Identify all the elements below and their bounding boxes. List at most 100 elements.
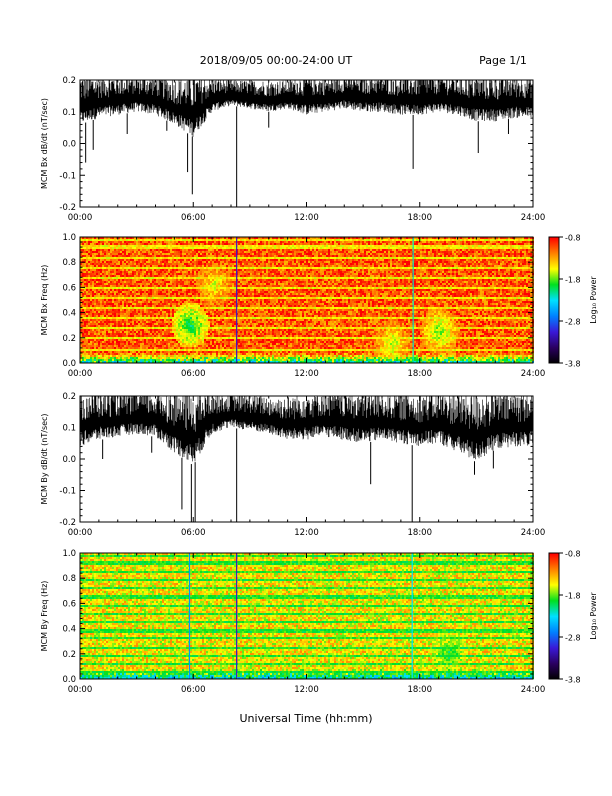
spectrogram-cell [124,243,126,245]
spectrogram-cell [280,241,282,243]
spectrogram-cell [264,247,266,249]
x-tick-label: 24:00 [521,213,546,223]
spectrogram-cell [194,241,196,243]
spectrogram-cell [428,243,430,245]
spectrogram-cell [458,245,460,247]
spectrogram-cell [314,239,316,241]
spectrogram-cell [270,239,272,241]
spectrogram-cell [380,243,382,245]
spectrogram-cell [204,239,206,241]
spectrogram-cell [110,239,112,241]
spectrogram-cell [426,247,428,249]
spectrogram-cell [146,249,148,251]
spectrogram-cell [442,247,444,249]
spectrogram-cell [402,245,404,247]
spectrogram-cell [86,239,88,241]
spectrogram-cell [126,249,128,251]
spectrogram-cell [264,239,266,241]
spectrogram-cell [170,241,172,243]
spectrogram-cell [376,247,378,249]
spectrogram-cell [386,239,388,241]
spectrogram-cell [328,239,330,241]
spectrogram-cell [164,249,166,251]
spectrogram-cell [122,239,124,241]
spectrogram-cell [162,247,164,249]
spectrogram-cell [450,239,452,241]
spectrogram-cell [402,243,404,245]
spectrogram-cell [162,243,164,245]
spectrogram-cell [328,245,330,247]
spectrogram-cell [134,247,136,249]
spectrogram-cell [368,243,370,245]
spectrogram-cell [282,241,284,243]
spectrogram-cell [410,247,412,249]
spectrogram-cell [286,245,288,247]
spectrogram-cell [300,239,302,241]
spectrogram-cell [278,245,280,247]
spectrogram-cell [108,241,110,243]
spectrogram-cell [512,243,514,245]
spectrogram-cell [286,247,288,249]
spectrogram-cell [254,243,256,245]
spectrogram-cell [390,241,392,243]
spectrogram-cell [262,241,264,243]
spectrogram-cell [422,245,424,247]
spectrogram-cell [276,247,278,249]
spectrogram-cell [504,239,506,241]
spectrogram-cell [386,247,388,249]
spectrogram-cell [218,239,220,241]
spectrogram-cell [214,245,216,247]
spectrogram-cell [426,245,428,247]
spectrogram-cell [134,249,136,251]
spectrogram-cell [516,247,518,249]
spectrogram-cell [300,243,302,245]
spectrogram-cell [170,243,172,245]
spectrogram-cell [224,241,226,243]
spectrogram-cell [174,241,176,243]
spectrogram-cell [392,241,394,243]
spectrogram-cell [124,247,126,249]
spectrogram-cell [436,241,438,243]
spectrogram-cell [136,243,138,245]
spectrogram-cell [458,241,460,243]
spectrogram-cell [476,247,478,249]
spectrogram-cell [234,243,236,245]
spectrogram-cell [238,239,240,241]
spectrogram-cell [450,245,452,247]
spectrogram-cell [530,239,532,241]
spectrogram-cell [146,241,148,243]
spectrogram-cell [526,239,528,241]
spectrogram-cell [206,239,208,241]
spectrogram-cell [308,239,310,241]
spectrogram-cell [278,243,280,245]
spectrogram-cell [436,245,438,247]
spectrogram-cell [216,239,218,241]
spectrogram-cell [128,245,130,247]
spectrogram-cell [346,245,348,247]
spectrogram-cell [356,247,358,249]
spectrogram-cell [394,245,396,247]
spectrogram-cell [150,239,152,241]
spectrogram-cell [172,245,174,247]
spectrogram-cell [340,241,342,243]
spectrogram-cell [322,241,324,243]
spectrogram-cell [392,239,394,241]
spectrogram-cell [194,247,196,249]
spectrogram-cell [434,241,436,243]
spectrogram-cell [262,243,264,245]
spectrogram-cell [186,247,188,249]
spectrogram-cell [102,239,104,241]
spectrogram-cell [206,241,208,243]
spectrogram-cell [344,247,346,249]
spectrogram-cell [162,245,164,247]
spectrogram-cell [140,245,142,247]
spectrogram-cell [436,239,438,241]
spectrogram-cell [358,241,360,243]
spectrogram-cell [500,245,502,247]
spectrogram-cell [194,245,196,247]
spectrogram-cell [166,241,168,243]
spectrogram-cell [132,249,134,251]
spectrogram-cell [384,243,386,245]
spectrogram-cell [496,243,498,245]
spectrogram-cell [524,243,526,245]
